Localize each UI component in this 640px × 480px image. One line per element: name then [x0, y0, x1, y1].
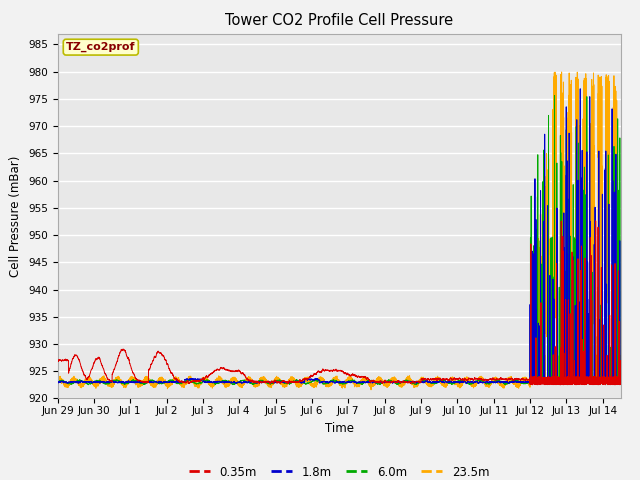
- X-axis label: Time: Time: [324, 421, 354, 434]
- Title: Tower CO2 Profile Cell Pressure: Tower CO2 Profile Cell Pressure: [225, 13, 453, 28]
- Text: TZ_co2prof: TZ_co2prof: [66, 42, 136, 52]
- Y-axis label: Cell Pressure (mBar): Cell Pressure (mBar): [10, 156, 22, 276]
- Legend: 0.35m, 1.8m, 6.0m, 23.5m: 0.35m, 1.8m, 6.0m, 23.5m: [184, 461, 494, 480]
